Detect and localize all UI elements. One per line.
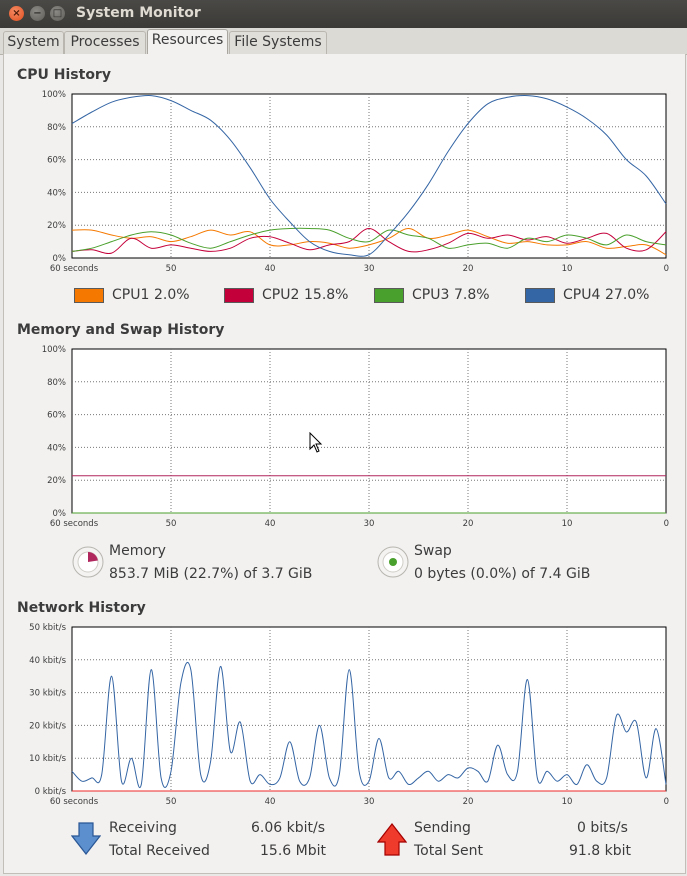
- cpu4-label: CPU4: [563, 287, 601, 303]
- cpu2-color-swatch[interactable]: [224, 288, 254, 303]
- network-history-title: Network History: [17, 600, 146, 616]
- cpu-history-chart: 100% 80% 60% 40% 20% 0%60 seconds 50 40 30 20 10 0: [42, 90, 669, 274]
- network-series-receiving: [71, 662, 667, 789]
- network-x-tick-label: 40: [265, 797, 276, 807]
- network-x-tick-label: 50: [166, 797, 177, 807]
- receiving-arrow-icon[interactable]: [71, 822, 101, 856]
- network-y-tick-label: 50 kbit/s: [29, 623, 66, 633]
- cpu-y-tick-label: 0%: [53, 254, 67, 264]
- cpu-x-tick-label: 50: [166, 264, 177, 274]
- minimize-window-button[interactable]: −: [30, 6, 45, 21]
- cpu-x-tick-label: 30: [364, 264, 375, 274]
- memory-x-tick-label: 0: [664, 519, 669, 529]
- memory-y-tick-label: 60%: [47, 411, 66, 421]
- memory-pie-icon[interactable]: [72, 546, 104, 578]
- cpu3-color-swatch[interactable]: [374, 288, 404, 303]
- total-received-label: Total Received: [109, 843, 210, 859]
- memory-history-chart: 100% 80% 60% 40% 20% 0%60 seconds 50 40 30 20 10 0: [42, 345, 669, 529]
- tab-system[interactable]: System: [3, 31, 64, 54]
- cpu1-color-swatch[interactable]: [74, 288, 104, 303]
- maximize-window-button[interactable]: □: [50, 6, 65, 21]
- cpu4-value: 27.0%: [605, 287, 650, 303]
- cpu3-label: CPU3: [412, 287, 450, 303]
- memory-y-tick-label: 40%: [47, 443, 66, 453]
- close-window-button[interactable]: ×: [9, 6, 24, 21]
- mouse-pointer-icon: [309, 432, 323, 453]
- cpu2-value: 15.8%: [304, 287, 349, 303]
- tab-resources[interactable]: Resources: [147, 29, 228, 55]
- network-x-tick-label: 20: [463, 797, 474, 807]
- title-bar: × − □ System Monitor: [0, 0, 687, 28]
- cpu-y-tick-label: 80%: [47, 123, 66, 133]
- network-y-tick-label: 10 kbit/s: [29, 754, 66, 764]
- memory-x-tick-label: 60 seconds: [50, 519, 99, 529]
- memory-detail: 853.7 MiB (22.7%) of 3.7 GiB: [109, 566, 313, 582]
- cpu-history-title: CPU History: [17, 67, 111, 83]
- tab-bar: System Processes Resources File Systems: [0, 28, 687, 55]
- network-x-tick-label: 10: [562, 797, 573, 807]
- cpu-y-tick-label: 60%: [47, 156, 66, 166]
- memory-x-tick-label: 50: [166, 519, 177, 529]
- total-sent-label: Total Sent: [414, 843, 484, 859]
- cpu-x-tick-label: 40: [265, 264, 276, 274]
- cpu-x-tick-label: 0: [664, 264, 669, 274]
- receiving-value: 6.06 kbit/s: [251, 820, 326, 836]
- network-y-tick-label: 0 kbit/s: [35, 787, 67, 797]
- receiving-label: Receiving: [109, 820, 177, 836]
- network-y-tick-label: 30 kbit/s: [29, 689, 66, 699]
- memory-x-tick-label: 40: [265, 519, 276, 529]
- network-history-chart: 50 kbit/s 40 kbit/s 30 kbit/s 20 kbit/s 10 k…: [29, 623, 669, 807]
- memory-y-tick-label: 100%: [42, 345, 66, 355]
- network-x-tick-label: 30: [364, 797, 375, 807]
- memory-y-tick-label: 0%: [53, 509, 67, 519]
- swap-label: Swap: [414, 543, 452, 559]
- memory-x-tick-label: 20: [463, 519, 474, 529]
- memory-y-tick-label: 80%: [47, 378, 66, 388]
- cpu-series-cpu3: [71, 227, 667, 252]
- network-y-tick-label: 40 kbit/s: [29, 656, 66, 666]
- memory-label: Memory: [109, 543, 166, 559]
- cpu1-value: 2.0%: [154, 287, 190, 303]
- cpu-y-tick-label: 40%: [47, 188, 66, 198]
- network-x-tick-label: 0: [664, 797, 669, 807]
- tab-file-systems[interactable]: File Systems: [229, 31, 327, 54]
- cpu-x-tick-label: 20: [463, 264, 474, 274]
- total-sent-value: 91.8 kbit: [569, 843, 631, 859]
- tab-processes[interactable]: Processes: [64, 31, 146, 54]
- cpu-series-cpu2: [71, 227, 667, 255]
- cpu-y-tick-label: 20%: [47, 221, 66, 231]
- cpu1-label: CPU1: [112, 287, 150, 303]
- sending-arrow-icon[interactable]: [377, 822, 407, 856]
- cpu-x-tick-label: 60 seconds: [50, 264, 99, 274]
- network-x-tick-label: 60 seconds: [50, 797, 99, 807]
- cpu-series-cpu1: [71, 227, 667, 256]
- cpu3-value: 7.8%: [454, 287, 490, 303]
- window-title: System Monitor: [76, 5, 201, 21]
- cpu-series-cpu4: [71, 94, 667, 257]
- cpu-y-tick-label: 100%: [42, 90, 66, 100]
- memory-x-tick-label: 10: [562, 519, 573, 529]
- total-received-value: 15.6 Mbit: [260, 843, 326, 859]
- swap-detail: 0 bytes (0.0%) of 7.4 GiB: [414, 566, 591, 582]
- sending-label: Sending: [414, 820, 471, 836]
- cpu-x-tick-label: 10: [562, 264, 573, 274]
- cpu4-color-swatch[interactable]: [525, 288, 555, 303]
- swap-pie-icon[interactable]: [377, 546, 409, 578]
- memory-y-tick-label: 20%: [47, 476, 66, 486]
- memory-x-tick-label: 30: [364, 519, 375, 529]
- cpu2-label: CPU2: [262, 287, 300, 303]
- memory-history-title: Memory and Swap History: [17, 322, 225, 338]
- sending-value: 0 bits/s: [577, 820, 628, 836]
- network-y-tick-label: 20 kbit/s: [29, 721, 66, 731]
